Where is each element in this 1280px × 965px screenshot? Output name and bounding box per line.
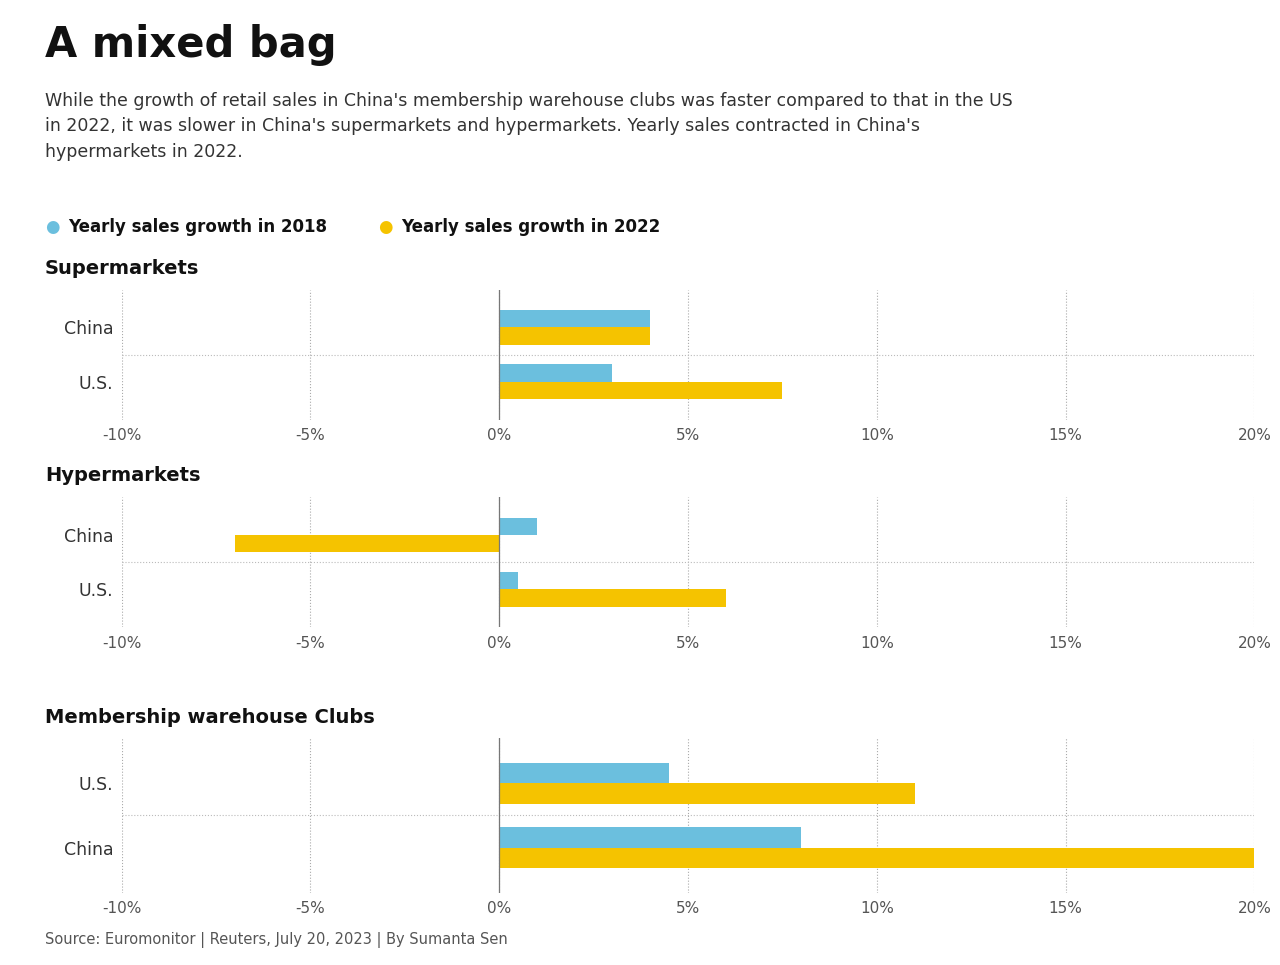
Text: Yearly sales growth in 2022: Yearly sales growth in 2022 — [401, 218, 660, 235]
Bar — [499, 827, 801, 847]
Text: While the growth of retail sales in China's membership warehouse clubs was faste: While the growth of retail sales in Chin… — [45, 92, 1012, 161]
Bar — [499, 784, 915, 804]
Bar — [499, 572, 518, 590]
Text: Yearly sales growth in 2018: Yearly sales growth in 2018 — [68, 218, 326, 235]
Text: A mixed bag: A mixed bag — [45, 24, 337, 67]
Text: Hypermarkets: Hypermarkets — [45, 466, 200, 485]
Bar — [499, 327, 650, 345]
Bar — [499, 382, 782, 400]
Bar — [499, 762, 669, 784]
Text: ●: ● — [45, 218, 59, 235]
Text: ●: ● — [378, 218, 392, 235]
Text: Membership warehouse Clubs: Membership warehouse Clubs — [45, 707, 375, 727]
Bar — [499, 365, 613, 382]
Text: Supermarkets: Supermarkets — [45, 259, 200, 278]
Bar — [499, 847, 1280, 868]
Bar — [499, 590, 726, 607]
Bar — [499, 517, 538, 535]
Text: Source: Euromonitor | Reuters, July 20, 2023 | By Sumanta Sen: Source: Euromonitor | Reuters, July 20, … — [45, 931, 508, 948]
Bar — [499, 310, 650, 327]
Bar — [236, 535, 499, 552]
